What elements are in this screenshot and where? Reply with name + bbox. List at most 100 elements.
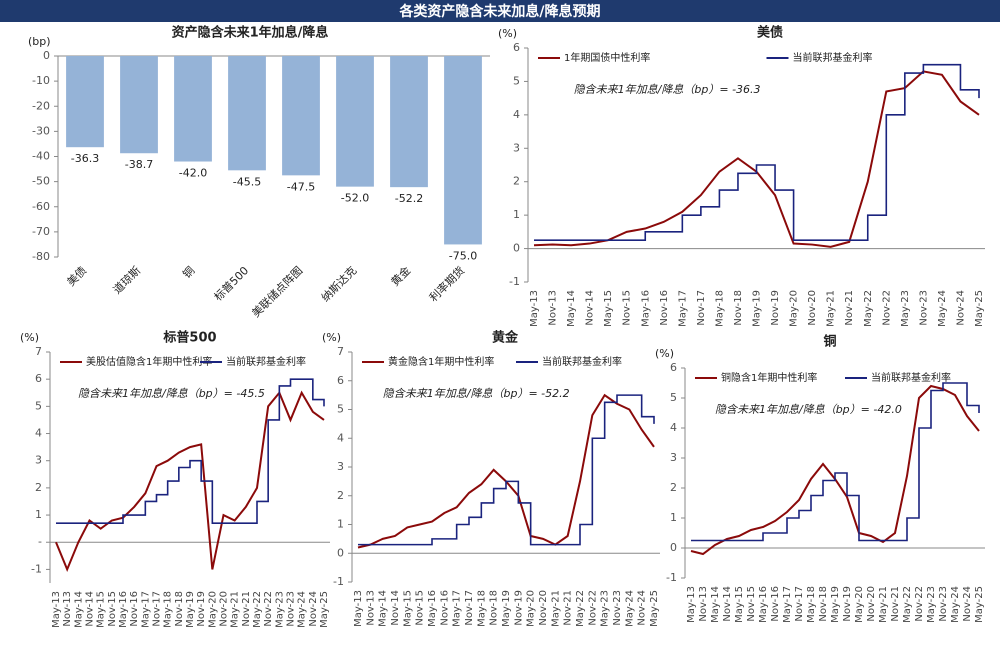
y-tick-label: 5 bbox=[670, 391, 677, 404]
chart-title: 资产隐含未来1年加息/降息 bbox=[172, 25, 329, 41]
x-tick-label: May-18 bbox=[163, 591, 174, 628]
annotation: 隐含未来1年加息/降息（bp）= -42.0 bbox=[715, 403, 902, 416]
x-tick-label: Nov-22 bbox=[914, 586, 925, 622]
y-tick-label: 0 bbox=[337, 546, 344, 559]
x-tick-label: May-18 bbox=[714, 290, 725, 327]
x-tick-label: May-19 bbox=[185, 591, 196, 628]
x-tick-label: May-17 bbox=[677, 290, 688, 327]
page-title: 各类资产隐含未来加息/降息预期 bbox=[398, 3, 600, 20]
y-axis-label: (%) bbox=[20, 331, 39, 344]
x-tick-label: Nov-14 bbox=[85, 591, 96, 627]
x-tick-label: May-25 bbox=[319, 591, 330, 628]
x-tick-label: Nov-19 bbox=[196, 591, 207, 627]
bar bbox=[390, 56, 428, 188]
x-tick-label: May-14 bbox=[378, 590, 389, 627]
x-tick-label: Nov-16 bbox=[770, 586, 781, 622]
y-tick-label: 4 bbox=[337, 431, 344, 444]
x-tick-label: Nov-22 bbox=[587, 590, 598, 626]
x-tick-label: May-17 bbox=[140, 591, 151, 628]
bar bbox=[66, 56, 104, 148]
y-tick-label: 1 bbox=[337, 518, 344, 531]
x-tick-label: Nov-20 bbox=[866, 586, 877, 622]
x-tick-label: Nov-24 bbox=[955, 290, 966, 326]
x-tick-label: Nov-24 bbox=[637, 590, 648, 626]
x-tick-label: May-16 bbox=[758, 586, 769, 623]
y-tick-label: -50 bbox=[32, 175, 50, 188]
x-tick-label: May-21 bbox=[550, 590, 561, 627]
y-tick-label: 5 bbox=[337, 403, 344, 416]
y-tick-label: 1 bbox=[513, 208, 520, 221]
x-tick-label: May-25 bbox=[649, 590, 660, 627]
x-tick-label: May-24 bbox=[624, 590, 635, 627]
x-tick-label: Nov-23 bbox=[612, 590, 623, 626]
x-tick-label: May-14 bbox=[73, 591, 84, 628]
y-tick-label: 6 bbox=[513, 41, 520, 54]
x-tick-label: May-20 bbox=[789, 290, 800, 327]
x-tick-label: Nov-17 bbox=[696, 290, 707, 326]
x-tick-label: May-17 bbox=[452, 590, 463, 627]
x-tick-label: May-19 bbox=[752, 290, 763, 327]
y-axis-label: (%) bbox=[498, 27, 517, 40]
x-tick-label: 美联储点阵图 bbox=[249, 263, 306, 320]
y-tick-label: 0 bbox=[513, 242, 520, 255]
x-tick-label: May-15 bbox=[96, 591, 107, 628]
y-tick-label: 5 bbox=[35, 399, 42, 412]
x-tick-label: Nov-24 bbox=[308, 591, 319, 627]
value-label: -52.0 bbox=[341, 192, 369, 205]
y-tick-label: 4 bbox=[513, 108, 520, 121]
x-tick-label: Nov-15 bbox=[622, 290, 633, 326]
legend-label: 当前联邦基金利率 bbox=[226, 355, 306, 368]
x-tick-label: 黄金 bbox=[388, 263, 413, 288]
legend-label: 美股估值隐含1年期中性利率 bbox=[86, 355, 212, 368]
x-tick-label: Nov-23 bbox=[938, 586, 949, 622]
value-label: -38.7 bbox=[125, 158, 153, 171]
y-tick-label: 2 bbox=[670, 481, 677, 494]
legend-label: 黄金隐含1年期中性利率 bbox=[388, 355, 494, 368]
x-tick-label: Nov-18 bbox=[489, 590, 500, 626]
y-tick-label: 4 bbox=[670, 421, 677, 434]
x-tick-label: May-18 bbox=[476, 590, 487, 627]
x-tick-label: Nov-23 bbox=[286, 591, 297, 627]
x-tick-label: May-17 bbox=[782, 586, 793, 623]
value-label: -52.2 bbox=[395, 192, 423, 205]
y-tick-label: 5 bbox=[513, 74, 520, 87]
series-line bbox=[357, 393, 655, 549]
y-tick-label: 7 bbox=[35, 345, 42, 358]
x-tick-label: May-24 bbox=[950, 586, 961, 623]
x-tick-label: Nov-19 bbox=[842, 586, 853, 622]
value-label: -75.0 bbox=[449, 249, 477, 262]
y-tick-label: 6 bbox=[337, 374, 344, 387]
y-tick-label: -80 bbox=[32, 250, 50, 263]
y-tick-label: 3 bbox=[337, 460, 344, 473]
annotation: 隐含未来1年加息/降息（bp）= -45.5 bbox=[78, 387, 265, 400]
y-tick-label: 6 bbox=[35, 372, 42, 385]
y-tick-label: -1 bbox=[509, 275, 520, 288]
x-tick-label: Nov-21 bbox=[241, 591, 252, 627]
x-tick-label: Nov-15 bbox=[107, 591, 118, 627]
y-tick-label: -1 bbox=[666, 571, 677, 584]
bar bbox=[228, 56, 266, 171]
x-tick-label: Nov-20 bbox=[219, 591, 230, 627]
y-tick-label: 0 bbox=[43, 49, 50, 62]
x-tick-label: Nov-20 bbox=[807, 290, 818, 326]
y-tick-label: 1 bbox=[35, 508, 42, 521]
x-tick-label: May-18 bbox=[806, 586, 817, 623]
x-tick-label: Nov-16 bbox=[129, 591, 140, 627]
value-label: -45.5 bbox=[233, 175, 261, 188]
x-tick-label: May-20 bbox=[526, 590, 537, 627]
y-tick-label: 0 bbox=[670, 541, 677, 554]
x-tick-label: May-15 bbox=[734, 586, 745, 623]
y-tick-label: -70 bbox=[32, 225, 50, 238]
x-tick-label: May-13 bbox=[353, 590, 364, 627]
x-tick-label: Nov-21 bbox=[844, 290, 855, 326]
x-tick-label: May-15 bbox=[603, 290, 614, 327]
x-tick-label: May-20 bbox=[207, 591, 218, 628]
x-tick-label: May-21 bbox=[878, 586, 889, 623]
x-tick-label: May-23 bbox=[600, 590, 611, 627]
series-line bbox=[533, 70, 980, 248]
legend-label: 当前联邦基金利率 bbox=[542, 355, 622, 368]
x-tick-label: May-23 bbox=[274, 591, 285, 628]
x-tick-label: Nov-22 bbox=[263, 591, 274, 627]
x-tick-label: 美债 bbox=[64, 263, 89, 288]
